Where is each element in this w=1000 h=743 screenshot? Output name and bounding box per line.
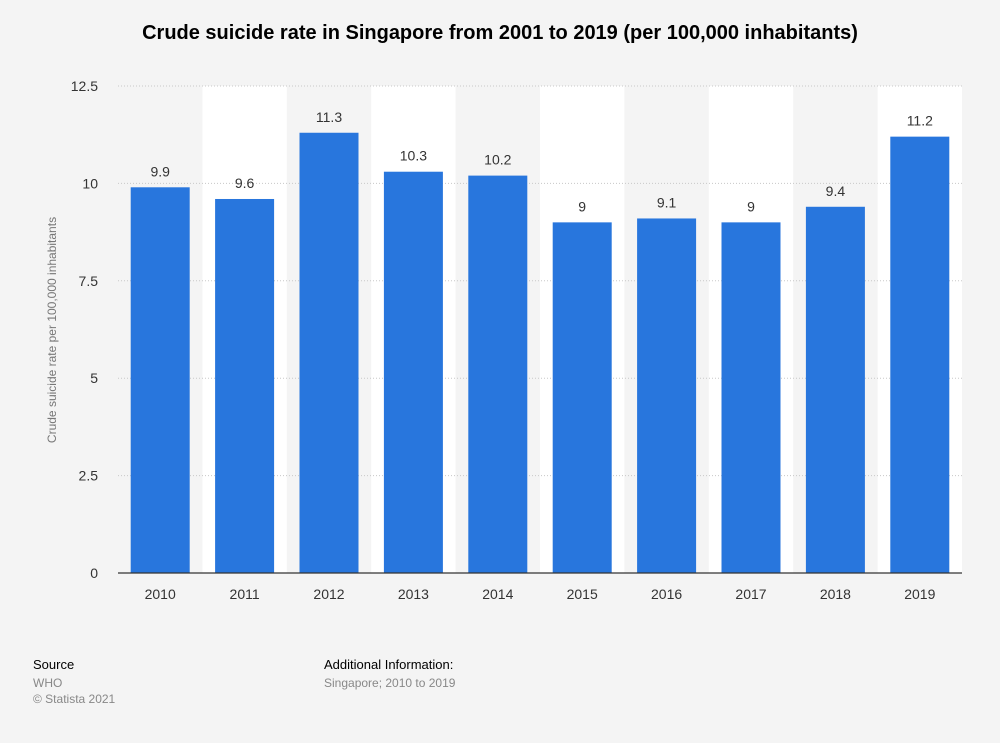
x-tick-label: 2011: [230, 586, 260, 602]
y-axis-label: Crude suicide rate per 100,000 inhabitan…: [45, 217, 59, 443]
y-tick-label: 0: [90, 565, 98, 581]
x-axis: 2010 2011 2012 2013 2014 2015 2016 2017 2018 2019: [118, 572, 962, 602]
source-heading: Source: [33, 657, 75, 672]
y-axis: 0 2.5 5 7.5 10 12.5: [71, 78, 98, 581]
bar[interactable]: [890, 136, 950, 573]
data-label: 10.3: [400, 148, 427, 164]
data-label: 9: [747, 198, 755, 214]
x-tick-label: 2012: [313, 586, 344, 602]
bar[interactable]: [299, 132, 359, 573]
bar[interactable]: [805, 206, 865, 573]
data-label: 9: [578, 198, 586, 214]
chart-title: Crude suicide rate in Singapore from 200…: [142, 22, 858, 44]
y-tick-label: 7.5: [79, 273, 99, 289]
data-label: 9.9: [150, 163, 170, 179]
bar[interactable]: [721, 222, 781, 574]
additional-info-heading: Additional Information:: [324, 657, 454, 672]
bar[interactable]: [215, 198, 275, 573]
bar[interactable]: [383, 171, 443, 573]
y-tick-label: 5: [90, 370, 98, 386]
bars: [130, 132, 950, 574]
x-tick-label: 2010: [145, 586, 176, 602]
data-label: 9.4: [826, 183, 846, 199]
x-tick-label: 2016: [651, 586, 682, 602]
y-tick-label: 10: [82, 175, 98, 191]
y-tick-label: 2.5: [79, 468, 99, 484]
copyright[interactable]: © Statista 2021: [33, 692, 116, 706]
x-tick-label: 2014: [482, 586, 513, 602]
x-tick-label: 2019: [904, 586, 935, 602]
bar[interactable]: [468, 175, 528, 573]
data-labels: 9.9 9.6 11.3 10.3 10.2 9 9.1 9 9.4 11.2: [150, 109, 933, 215]
x-tick-label: 2017: [735, 586, 766, 602]
x-tick-label: 2015: [567, 586, 598, 602]
bar[interactable]: [637, 218, 697, 574]
y-tick-label: 12.5: [71, 78, 98, 94]
data-label: 11.2: [907, 113, 933, 129]
additional-info-text: Singapore; 2010 to 2019: [324, 676, 456, 690]
data-label: 9.6: [235, 175, 255, 191]
x-tick-label: 2013: [398, 586, 429, 602]
bar[interactable]: [552, 222, 612, 574]
data-label: 11.3: [316, 109, 342, 125]
bar[interactable]: [130, 187, 190, 573]
source-name[interactable]: WHO: [33, 676, 63, 690]
x-tick-label: 2018: [820, 586, 851, 602]
data-label: 10.2: [484, 152, 511, 168]
data-label: 9.1: [657, 194, 677, 210]
